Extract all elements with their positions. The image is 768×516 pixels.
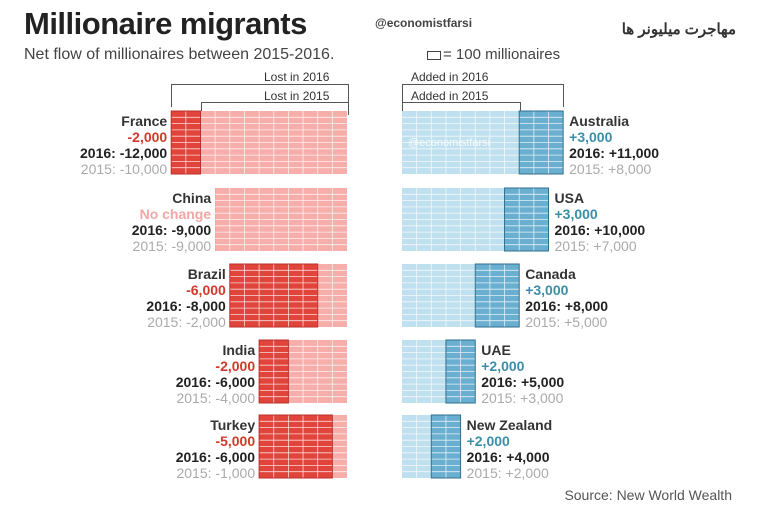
change-value: -2,000 (215, 358, 256, 374)
value-2015: 2015: -4,000 (176, 390, 256, 406)
value-2015: 2015: +3,000 (481, 390, 564, 406)
change-value: +2,000 (481, 358, 525, 374)
source-note: Source: New World Wealth (564, 487, 732, 503)
change-value: +3,000 (569, 129, 613, 145)
bracket-lost-2016 (171, 84, 349, 107)
change-value: +2,000 (466, 433, 510, 449)
legend-text: = 100 millionaires (443, 46, 561, 63)
country-name: China (172, 190, 212, 206)
country-label-france: France -2,000 2016: -12,000 2015: -10,000 (80, 113, 167, 177)
grid-china (215, 188, 347, 251)
bar-added-delta-usa (504, 187, 549, 252)
value-2016: 2016: -9,000 (131, 222, 212, 238)
grid-brazil (229, 264, 347, 327)
country-label-usa: USA +3,000 2016: +10,000 2015: +7,000 (555, 190, 646, 254)
country-name: USA (554, 190, 585, 206)
value-2016: 2016: -6,000 (175, 449, 256, 465)
bar-added-delta-uae (445, 339, 476, 404)
value-2015: 2015: -1,000 (176, 465, 256, 481)
source-handle: @economistfarsi (375, 16, 473, 30)
country-label-brazil: Brazil -6,000 2016: -8,000 2015: -2,000 (146, 266, 225, 330)
value-2015: 2015: -2,000 (147, 314, 226, 330)
country-name: India (222, 342, 256, 358)
country-label-india: India -2,000 2016: -6,000 2015: -4,000 (176, 342, 255, 406)
change-value: +3,000 (525, 282, 569, 298)
value-2015: 2015: -9,000 (132, 238, 212, 254)
grid-canada (402, 264, 520, 327)
grid-usa (402, 188, 549, 251)
value-2015: 2015: -10,000 (80, 161, 168, 177)
country-name: UAE (481, 342, 511, 358)
grid-australia (402, 111, 564, 174)
country-label-canada: Canada +3,000 2016: +8,000 2015: +5,000 (525, 266, 608, 330)
country-label-uae: UAE +2,000 2016: +5,000 2015: +3,000 (481, 342, 564, 406)
country-label-china: China No change 2016: -9,000 2015: -9,000 (132, 190, 211, 254)
bar-lost-delta-france (170, 110, 201, 175)
bar-lost-delta-brazil (229, 263, 319, 328)
chart-subtitle: Net flow of millionaires between 2015-20… (24, 46, 335, 63)
country-name: Canada (525, 266, 576, 282)
change-value: -2,000 (127, 129, 168, 145)
change-value: -6,000 (186, 282, 226, 298)
bracket-lost-2015 (201, 102, 349, 115)
bar-added-delta-australia (518, 110, 564, 175)
change-value: -5,000 (215, 433, 256, 449)
bar-added-delta-canada (474, 263, 520, 328)
legend-cell-icon (427, 51, 441, 60)
value-2016: 2016: +4,000 (466, 449, 550, 465)
value-2015: 2015: +8,000 (569, 161, 652, 177)
bar-lost-delta-india (258, 339, 289, 404)
country-label-new-zealand: New Zealand +2,000 2016: +4,000 2015: +2,00… (467, 417, 553, 481)
value-2016: 2016: -8,000 (146, 298, 226, 314)
value-2015: 2015: +5,000 (525, 314, 608, 330)
bracket-label-added-2016: Added in 2016 (411, 70, 489, 84)
value-2016: 2016: -12,000 (80, 145, 168, 161)
value-2016: 2016: +10,000 (554, 222, 646, 238)
bracket-label-lost-2015: Lost in 2015 (264, 89, 330, 103)
chart-title: Millionaire migrants (24, 6, 307, 41)
change-value: +3,000 (554, 206, 598, 222)
bracket-added-2015 (402, 102, 521, 115)
country-name: France (121, 113, 168, 129)
value-2016: 2016: -6,000 (175, 374, 256, 390)
value-2015: 2015: +2,000 (466, 465, 549, 481)
bar-lost-delta-turkey (258, 414, 333, 479)
country-label-turkey: Turkey -5,000 2016: -6,000 2015: -1,000 (176, 417, 255, 481)
value-2016: 2016: +5,000 (481, 374, 565, 390)
watermark-text: @economistfarsi (408, 137, 491, 149)
change-value: No change (139, 206, 212, 222)
country-name: New Zealand (466, 417, 553, 433)
grid-uae (402, 340, 476, 403)
bracket-added-2016 (402, 84, 564, 107)
bar-added-delta-new-zealand (430, 414, 462, 479)
value-2015: 2015: +7,000 (554, 238, 637, 254)
country-name: Australia (569, 113, 630, 129)
country-label-australia: Australia +3,000 2016: +11,000 2015: +8,000 (569, 113, 659, 177)
country-name: Turkey (210, 417, 256, 433)
country-name: Brazil (187, 266, 226, 282)
persian-title: مهاجرت میلیونر ها (621, 21, 736, 38)
bracket-label-lost-2016: Lost in 2016 (264, 70, 330, 84)
value-2016: 2016: +8,000 (525, 298, 609, 314)
bracket-label-added-2015: Added in 2015 (411, 89, 489, 103)
value-2016: 2016: +11,000 (569, 145, 660, 161)
